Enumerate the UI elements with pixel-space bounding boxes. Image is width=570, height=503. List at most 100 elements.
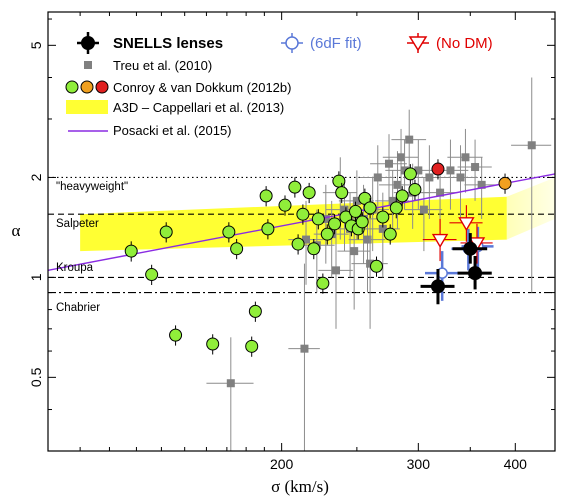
legend-cvd-marker-green bbox=[65, 80, 79, 94]
treu-point-23 bbox=[414, 166, 423, 175]
legend-a3d-label: A3D – Cappellari et al. (2013) bbox=[113, 100, 284, 115]
treu-point-32 bbox=[527, 141, 536, 150]
cvd-point-13 bbox=[291, 237, 305, 251]
cvd-point-37 bbox=[431, 162, 445, 176]
snells-nodm-point-1 bbox=[458, 217, 475, 232]
cvd-point-31 bbox=[376, 210, 390, 224]
cvd-point-8 bbox=[248, 304, 262, 318]
cvd-point-38 bbox=[498, 176, 512, 190]
legend-snells-marker bbox=[77, 32, 99, 54]
snells-point-1 bbox=[463, 241, 478, 256]
y-tick-label-3: 5 bbox=[28, 41, 44, 49]
cvd-point-1 bbox=[145, 268, 159, 282]
cvd-point-14 bbox=[296, 207, 310, 221]
snells-nodm-point-0 bbox=[431, 233, 449, 248]
y-axis-label: α bbox=[12, 221, 21, 240]
treu-point-1 bbox=[300, 344, 309, 353]
cvd-point-34 bbox=[395, 189, 409, 203]
y-tick-label-1: 1 bbox=[28, 273, 44, 281]
cvd-point-22 bbox=[335, 186, 349, 200]
snells-point-0 bbox=[430, 279, 445, 294]
legend-cvd-marker-red bbox=[95, 80, 109, 94]
treu-point-10 bbox=[352, 196, 361, 205]
cvd-point-15 bbox=[302, 186, 316, 200]
legend-6df-label: (6dF fit) bbox=[310, 35, 362, 52]
x-axis-label: σ (km/s) bbox=[271, 477, 329, 496]
treu-point-33 bbox=[366, 259, 375, 268]
legend-cvd-label: Conroy & van Dokkum (2012b) bbox=[113, 80, 291, 95]
cvd-point-5 bbox=[222, 225, 236, 239]
treu-point-12 bbox=[363, 235, 372, 244]
treu-point-19 bbox=[397, 153, 406, 162]
legend-snells-label: SNELLS lenses bbox=[113, 35, 223, 52]
cvd-point-10 bbox=[261, 222, 275, 236]
cvd-point-7 bbox=[245, 339, 259, 353]
cvd-point-3 bbox=[169, 328, 183, 342]
cvd-point-36 bbox=[408, 182, 422, 196]
x-tick-label-0: 200 bbox=[270, 456, 294, 472]
cvd-point-33 bbox=[389, 201, 403, 215]
cvd-point-18 bbox=[316, 276, 330, 290]
cvd-point-32 bbox=[383, 227, 397, 241]
treu-point-26 bbox=[436, 188, 445, 197]
treu-point-2 bbox=[302, 235, 311, 244]
cvd-point-27 bbox=[355, 215, 369, 229]
cvd-points bbox=[124, 159, 512, 357]
cvd-point-12 bbox=[288, 180, 302, 194]
cvd-point-6 bbox=[230, 242, 244, 256]
ref-label-heavyweight: "heavyweight" bbox=[56, 181, 128, 193]
cvd-point-16 bbox=[307, 242, 321, 256]
treu-point-0 bbox=[226, 379, 235, 388]
cvd-point-19 bbox=[320, 227, 334, 241]
treu-point-4 bbox=[321, 214, 330, 223]
legend-treu-marker bbox=[84, 61, 92, 69]
cvd-point-30 bbox=[370, 259, 384, 273]
cvd-point-21 bbox=[332, 174, 346, 188]
treu-point-24 bbox=[419, 205, 428, 214]
treu-point-21 bbox=[405, 135, 414, 144]
legend-6df-marker bbox=[281, 33, 303, 53]
legend-a3d-marker bbox=[66, 100, 108, 114]
cvd-point-0 bbox=[124, 244, 138, 258]
legend: SNELLS lenses (6dF fit) (No DM) Treu et … bbox=[65, 32, 493, 138]
x-tick-label-2: 400 bbox=[504, 456, 528, 472]
treu-point-29 bbox=[461, 153, 470, 162]
legend-treu-label: Treu et al. (2010) bbox=[113, 58, 212, 73]
legend-cvd-marker-orange bbox=[80, 80, 94, 94]
treu-point-25 bbox=[425, 173, 434, 182]
treu-point-9 bbox=[350, 247, 359, 256]
treu-point-34 bbox=[332, 266, 341, 275]
legend-nodm-label: (No DM) bbox=[436, 35, 493, 52]
ref-label-kroupa: Kroupa bbox=[56, 262, 94, 274]
plot-frame bbox=[47, 11, 556, 452]
x-tick-label-1: 300 bbox=[407, 456, 431, 472]
cvd-point-35 bbox=[403, 167, 417, 181]
snells-points bbox=[420, 205, 494, 305]
y-tick-label-2: 2 bbox=[28, 173, 44, 181]
axis-ticks: 0.5 1 2 5 200 300 400 bbox=[28, 12, 555, 472]
snells-point-2 bbox=[468, 266, 483, 281]
cvd-point-4 bbox=[206, 337, 220, 351]
treu-point-15 bbox=[378, 224, 387, 233]
legend-posacki-label: Posacki et al. (2015) bbox=[113, 123, 232, 138]
a3d-band-extension bbox=[506, 177, 555, 240]
plot-area bbox=[48, 77, 555, 451]
treu-point-27 bbox=[446, 166, 455, 175]
cvd-point-9 bbox=[259, 189, 273, 203]
legend-nodm-marker bbox=[407, 33, 429, 53]
treu-point-7 bbox=[340, 205, 349, 214]
treu-point-30 bbox=[471, 163, 480, 172]
treu-point-28 bbox=[456, 173, 465, 182]
treu-point-18 bbox=[393, 180, 402, 189]
ref-label-salpeter: Salpeter bbox=[56, 218, 99, 230]
cvd-point-2 bbox=[159, 225, 173, 239]
cvd-point-20 bbox=[328, 217, 342, 231]
cvd-point-11 bbox=[278, 198, 292, 212]
treu-point-31 bbox=[477, 180, 486, 189]
treu-point-17 bbox=[388, 196, 397, 205]
cvd-point-29 bbox=[363, 201, 377, 215]
treu-point-14 bbox=[373, 173, 382, 182]
cvd-point-17 bbox=[311, 212, 325, 226]
treu-point-16 bbox=[384, 159, 393, 168]
